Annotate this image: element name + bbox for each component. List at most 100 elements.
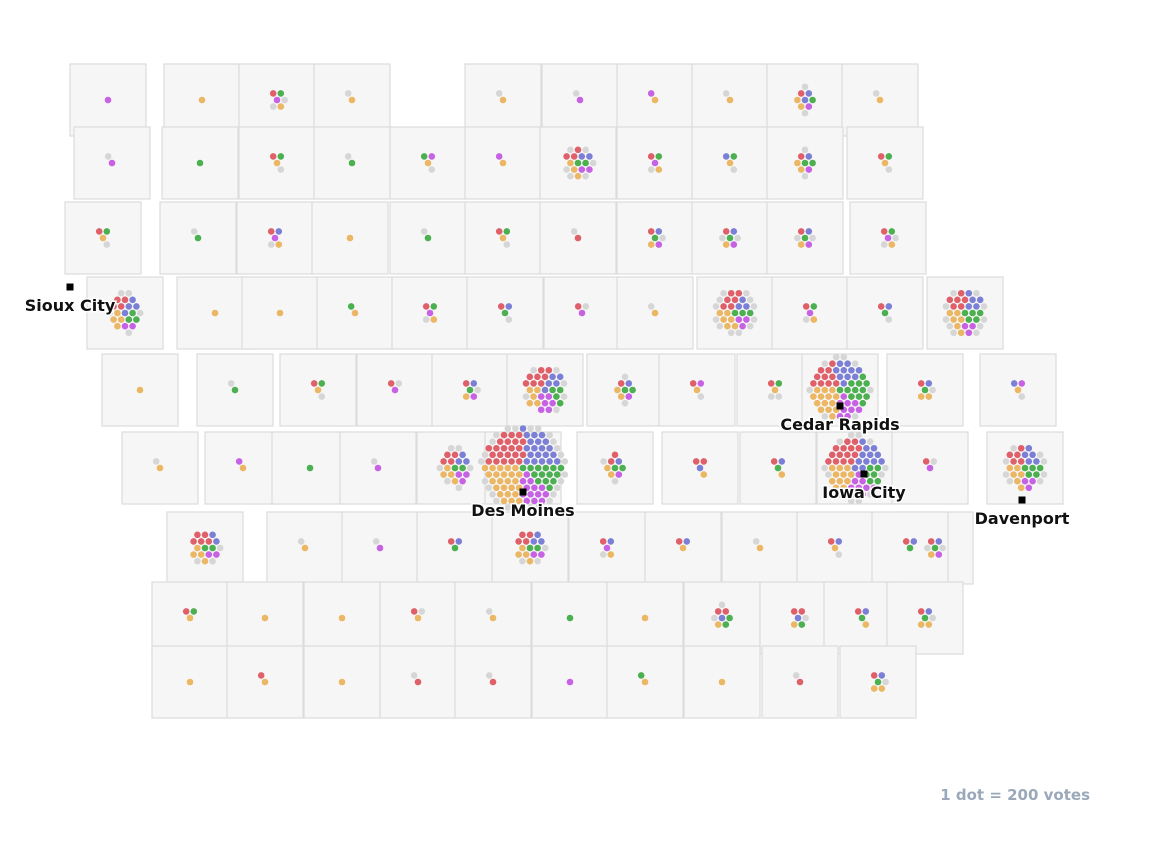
vote-dot	[526, 544, 534, 552]
vote-dot	[689, 380, 697, 387]
vote-dot	[426, 309, 434, 317]
vote-dot	[855, 431, 863, 439]
vote-dot	[508, 431, 515, 439]
vote-dot	[855, 393, 863, 400]
vote-dot	[582, 303, 590, 310]
vote-dot	[712, 316, 720, 323]
vote-dot	[209, 544, 216, 552]
vote-dot	[798, 621, 806, 628]
vote-dot	[611, 477, 619, 485]
vote-dot	[1029, 477, 1036, 485]
vote-dot	[730, 228, 738, 235]
vote-dot	[489, 464, 496, 472]
vote-dot	[832, 353, 840, 361]
vote-dot	[269, 153, 277, 160]
vote-dot	[546, 471, 553, 478]
vote-dot	[832, 444, 840, 452]
vote-dot	[538, 484, 546, 492]
vote-dot	[1014, 386, 1022, 394]
vote-dot	[739, 296, 746, 304]
vote-dot	[560, 380, 568, 387]
vote-dot	[924, 544, 931, 552]
vote-dot	[727, 316, 735, 323]
vote-dot	[851, 464, 859, 472]
vote-dot	[931, 544, 939, 552]
city-label: Davenport	[975, 509, 1070, 528]
vote-dot	[847, 471, 855, 478]
dot-layer	[95, 83, 1048, 692]
vote-dot	[655, 153, 663, 160]
vote-dot	[866, 451, 874, 459]
vote-dot	[863, 444, 870, 452]
vote-dot	[821, 464, 828, 472]
vote-dot	[205, 551, 213, 558]
vote-dot	[504, 451, 512, 459]
vote-dot	[440, 458, 447, 465]
vote-dot	[858, 614, 866, 622]
vote-dot	[344, 90, 352, 97]
vote-dot	[946, 296, 954, 304]
vote-dot	[929, 614, 936, 622]
vote-dot	[451, 544, 459, 552]
vote-dot	[809, 234, 816, 242]
vote-dot	[563, 153, 570, 160]
vote-dot	[724, 322, 731, 330]
vote-dot	[720, 289, 727, 297]
vote-dot	[462, 393, 470, 400]
vote-dot	[942, 316, 950, 323]
vote-dot	[870, 444, 878, 452]
vote-dot	[447, 538, 455, 545]
vote-dot	[825, 406, 832, 414]
vote-dot	[888, 228, 896, 235]
vote-dot	[722, 228, 730, 235]
vote-dot	[318, 380, 326, 387]
vote-dot	[821, 413, 829, 420]
vote-dot	[840, 393, 848, 400]
vote-dot	[647, 241, 655, 248]
vote-dot	[625, 380, 633, 387]
vote-dot	[508, 444, 515, 452]
vote-dot	[269, 90, 277, 97]
vote-dot	[523, 497, 531, 505]
vote-dot	[560, 393, 568, 400]
vote-dot	[797, 166, 805, 173]
vote-dot	[1017, 458, 1025, 465]
vote-dot	[257, 672, 265, 679]
vote-dot	[211, 309, 219, 317]
vote-dot	[556, 373, 564, 381]
vote-dot	[683, 538, 691, 545]
vote-dot	[530, 393, 537, 400]
vote-dot	[832, 484, 840, 492]
vote-dot	[1002, 471, 1010, 478]
vote-dot	[198, 96, 206, 104]
vote-dot	[348, 96, 356, 104]
vote-dot	[444, 464, 451, 472]
vote-dot	[523, 431, 531, 439]
vote-dot	[801, 234, 809, 242]
vote-dot	[422, 303, 430, 310]
vote-dot	[950, 303, 957, 310]
vote-dot	[892, 234, 899, 242]
vote-dot	[410, 608, 418, 615]
vote-dot	[735, 329, 743, 337]
vote-dot	[973, 289, 980, 297]
vote-dot	[714, 621, 722, 628]
vote-dot	[466, 386, 474, 394]
vote-dot	[205, 538, 213, 545]
county	[849, 201, 927, 275]
vote-dot	[840, 458, 847, 465]
vote-dot	[527, 425, 534, 432]
vote-dot	[530, 538, 538, 545]
vote-dot	[182, 608, 190, 615]
vote-dot	[481, 451, 489, 459]
vote-dot	[499, 234, 507, 242]
vote-dot	[844, 477, 851, 485]
vote-dot	[578, 309, 586, 317]
vote-dot	[542, 451, 550, 459]
vote-dot	[455, 484, 463, 492]
vote-dot	[549, 386, 556, 394]
vote-dot	[637, 672, 645, 679]
vote-dot	[817, 380, 825, 387]
vote-dot	[790, 608, 798, 615]
vote-dot	[828, 477, 836, 485]
